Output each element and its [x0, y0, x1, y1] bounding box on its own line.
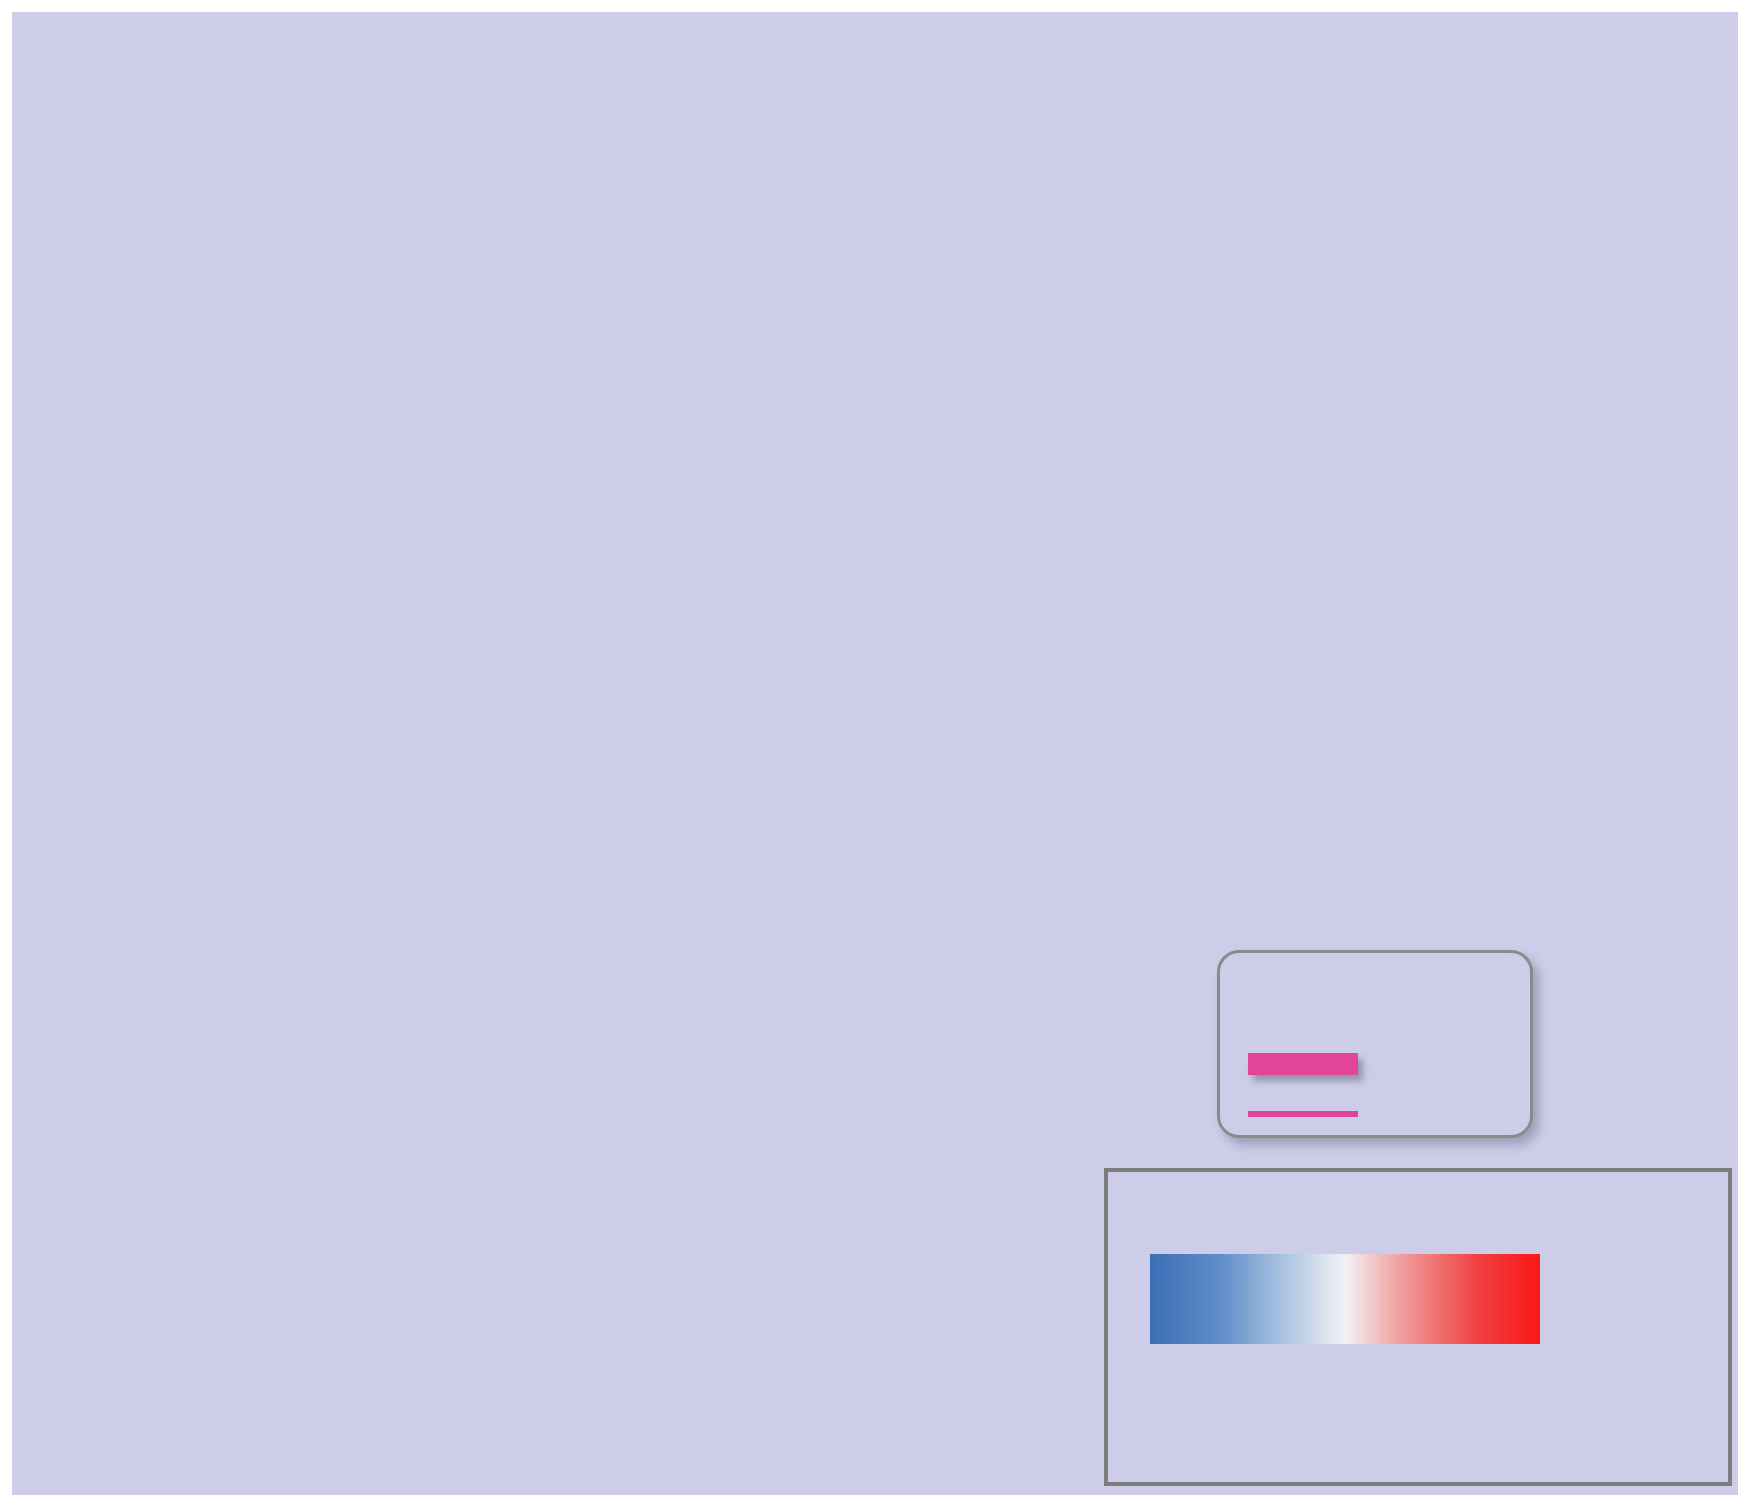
legend-overlap-significance	[1217, 950, 1533, 1138]
legend-high-swatch	[1248, 1053, 1358, 1075]
legend-moderate-swatch	[1248, 1111, 1358, 1117]
color-ramp	[1150, 1254, 1540, 1344]
legend-enriched-in	[1104, 1168, 1732, 1486]
network-canvas	[12, 12, 1738, 1495]
